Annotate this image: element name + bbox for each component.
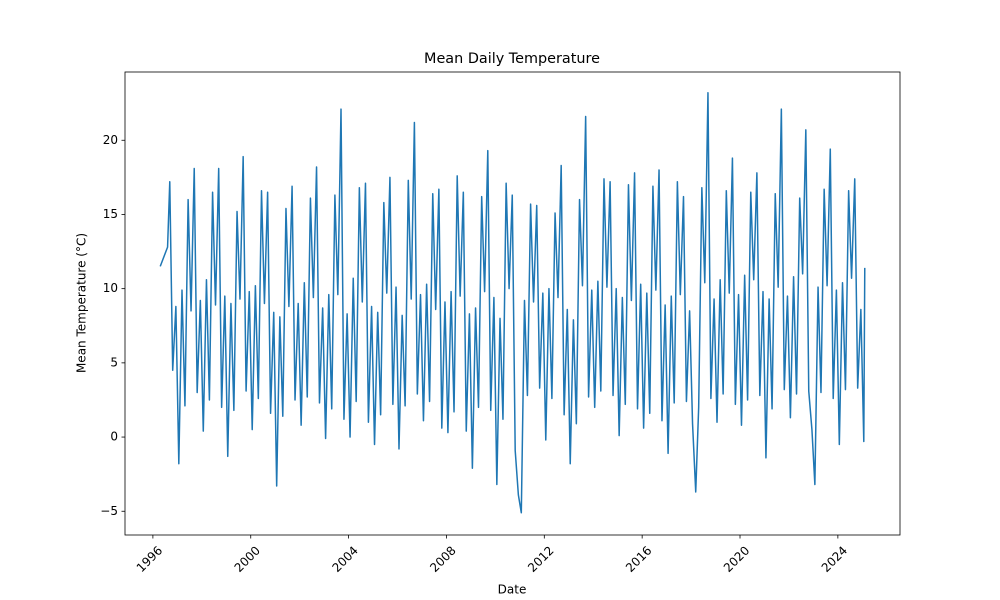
y-tick-label: 5 <box>110 355 118 369</box>
y-tick-label: −5 <box>100 504 118 518</box>
y-tick-label: 15 <box>103 207 118 221</box>
axes-frame <box>124 71 901 536</box>
y-tick-label: 20 <box>103 133 118 147</box>
chart-title: Mean Daily Temperature <box>424 51 600 67</box>
y-axis-label: Mean Temperature (°C) <box>75 233 89 373</box>
y-tick-label: 10 <box>103 281 118 295</box>
x-axis-label: Date <box>498 583 527 597</box>
y-tick-label: 0 <box>110 430 118 444</box>
data-line <box>159 92 866 514</box>
